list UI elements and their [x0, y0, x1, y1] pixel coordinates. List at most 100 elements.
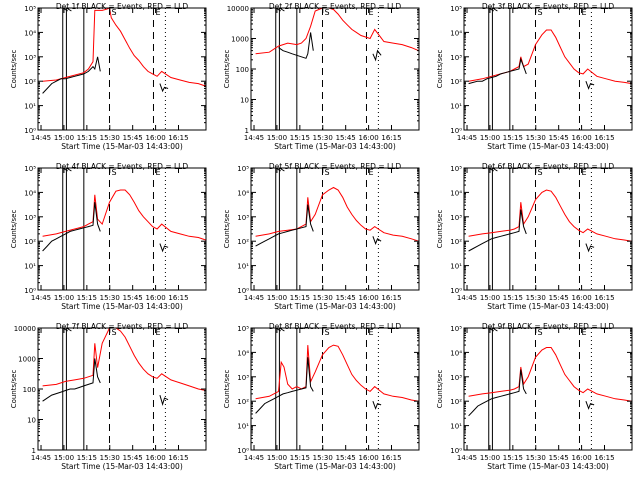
panel-det-4: S E 10⁰ 10¹ 10² 10³ 10⁴ 10⁵ 14:45 15:00 15:15 15:30… — [10, 162, 207, 311]
panel-det-9: S E 10⁰ 10¹ 10² 10³ 10⁴ 10⁵ 14:45 15:00 15:15 15:30… — [436, 322, 633, 471]
x-tick-label: 15:15 — [503, 134, 523, 142]
flag-end-label: E — [368, 328, 373, 337]
y-tick-label: 10⁴ — [450, 29, 462, 37]
y-tick-label: 10² — [24, 78, 36, 86]
y-tick-label: 100 — [236, 66, 249, 74]
y-tick-label: 1000 — [18, 356, 36, 364]
y-axis-label: Counts/sec — [10, 370, 18, 409]
series-events-line — [468, 369, 527, 417]
flag-start-label: S — [324, 8, 329, 17]
x-tick-label: 14:45 — [457, 454, 477, 462]
flag-start-label: S — [324, 328, 329, 337]
x-tick-label: 15:00 — [267, 454, 287, 462]
x-axis-label: Start Time (15-Mar-03 14:43:00) — [487, 462, 609, 471]
x-tick-label: 16:00 — [571, 134, 591, 142]
series-events-line — [42, 56, 101, 94]
x-tick-label: 16:00 — [358, 294, 378, 302]
y-tick-label: 10³ — [450, 374, 462, 382]
y-tick-label: 10³ — [24, 54, 36, 62]
x-tick-label: 15:30 — [100, 134, 120, 142]
y-tick-label: 10⁴ — [450, 349, 462, 357]
flag-start-label: S — [111, 8, 116, 17]
series-lld-line — [255, 344, 419, 402]
x-axis-label: Start Time (15-Mar-03 14:43:00) — [274, 142, 396, 151]
x-tick-label: 15:00 — [480, 134, 500, 142]
x-tick-label: 15:30 — [100, 454, 120, 462]
flag-start-label: S — [111, 328, 116, 337]
x-tick-label: 16:00 — [358, 134, 378, 142]
y-tick-label: 10² — [237, 238, 249, 246]
panel-det-8: S E 10⁰ 10¹ 10² 10³ 10⁴ 10⁵ 14:45 15:00 15:15 15:30… — [223, 322, 420, 471]
x-tick-label: 15:00 — [480, 454, 500, 462]
y-tick-label: 10 — [240, 97, 249, 105]
plot-frame — [37, 7, 207, 131]
plot-frame — [463, 327, 633, 451]
y-tick-label: 10⁵ — [450, 165, 462, 173]
x-axis-label: Start Time (15-Mar-03 14:43:00) — [487, 302, 609, 311]
x-tick-label: 15:30 — [526, 134, 546, 142]
y-tick-label: 10⁰ — [24, 127, 36, 135]
x-axis-label: Start Time (15-Mar-03 14:43:00) — [61, 462, 183, 471]
y-tick-label: 10³ — [24, 214, 36, 222]
y-tick-label: 10⁰ — [24, 287, 36, 295]
panel-det-6: S E 10⁰ 10¹ 10² 10³ 10⁴ 10⁵ 14:45 15:00 15:15 15:30… — [436, 162, 633, 311]
x-tick-label: 15:30 — [313, 294, 333, 302]
panel-title: Det 9f BLACK = Events, RED = LLD — [482, 322, 615, 331]
x-tick-label: 15:15 — [290, 134, 310, 142]
series-events-line — [42, 358, 101, 402]
series-lld-line — [42, 328, 206, 391]
x-tick-label: 16:15 — [381, 454, 401, 462]
x-tick-label: 16:00 — [145, 454, 165, 462]
flag-end-label: E — [368, 168, 373, 177]
x-tick-label: 16:15 — [168, 294, 188, 302]
y-tick-label: 10 — [27, 417, 36, 425]
series-lld-line — [468, 347, 632, 402]
x-tick-label: 16:00 — [571, 454, 591, 462]
x-tick-label: 16:00 — [145, 294, 165, 302]
series-events-line — [372, 236, 382, 245]
y-tick-label: 10⁵ — [24, 5, 36, 13]
x-tick-label: 15:00 — [54, 134, 74, 142]
x-tick-label: 15:15 — [503, 454, 523, 462]
series-events-line — [468, 57, 527, 85]
series-events-line — [372, 401, 382, 410]
series-lld-line — [255, 8, 419, 55]
x-tick-label: 15:45 — [549, 454, 569, 462]
series-events-line — [42, 202, 101, 252]
y-tick-label: 10⁰ — [237, 287, 249, 295]
series-events-line — [159, 83, 169, 93]
y-tick-label: 10³ — [237, 214, 249, 222]
series-events-line — [468, 209, 527, 252]
series-events-line — [585, 401, 595, 410]
series-lld-line — [468, 189, 632, 242]
panel-det-1: S E 10⁰ 10¹ 10² 10³ 10⁴ 10⁵ 14:45 15:00 15:15 15:30… — [10, 2, 207, 151]
y-axis-label: Counts/sec — [10, 50, 18, 89]
y-tick-label: 10³ — [237, 374, 249, 382]
x-tick-label: 15:00 — [54, 294, 74, 302]
flag-start-label: S — [111, 168, 116, 177]
y-tick-label: 100 — [23, 386, 36, 394]
flag-end-label: E — [581, 168, 586, 177]
x-axis-label: Start Time (15-Mar-03 14:43:00) — [487, 142, 609, 151]
x-tick-label: 15:15 — [77, 294, 97, 302]
y-tick-label: 1 — [32, 447, 36, 455]
y-tick-label: 10² — [237, 398, 249, 406]
x-tick-label: 15:45 — [123, 294, 143, 302]
x-tick-label: 15:45 — [549, 294, 569, 302]
x-tick-label: 16:00 — [145, 134, 165, 142]
y-tick-label: 10¹ — [237, 423, 249, 431]
y-tick-label: 10⁵ — [450, 5, 462, 13]
flag-end-label: E — [155, 8, 160, 17]
flag-end-label: E — [155, 328, 160, 337]
y-tick-label: 10³ — [450, 54, 462, 62]
flag-end-label: E — [155, 168, 160, 177]
x-tick-label: 15:45 — [336, 294, 356, 302]
series-lld-line — [42, 8, 206, 87]
x-tick-label: 14:45 — [31, 294, 51, 302]
series-events-line — [372, 49, 382, 62]
panel-title: Det 7f BLACK = Events, RED = LLD — [56, 322, 189, 331]
x-tick-label: 15:00 — [267, 294, 287, 302]
x-tick-label: 14:45 — [31, 134, 51, 142]
y-tick-label: 10⁴ — [24, 189, 36, 197]
x-tick-label: 15:45 — [123, 134, 143, 142]
